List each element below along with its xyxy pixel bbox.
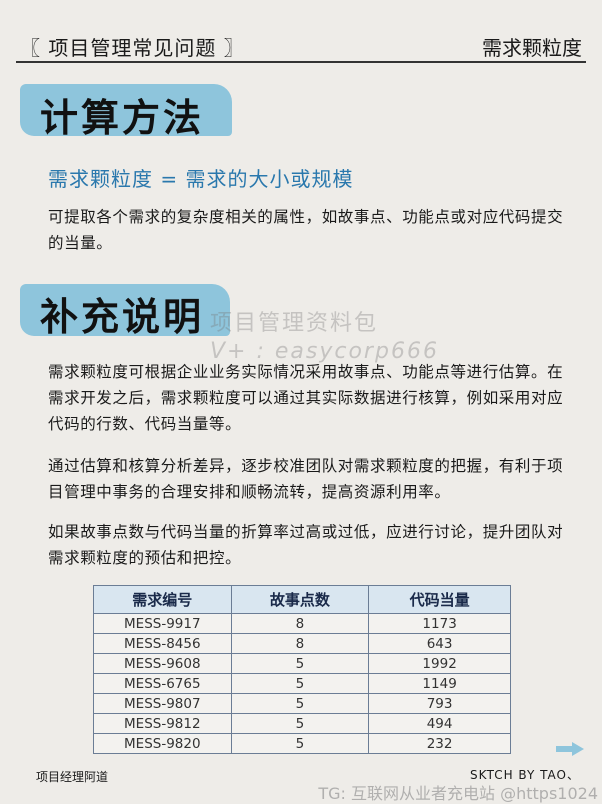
table-cell: 5 [230,733,370,754]
watermark-line: 项目管理资料包 [210,311,379,336]
table-cell: MESS-9812 [93,713,232,734]
column-header: 代码当量 [368,585,511,614]
table-cell: 8 [230,613,370,634]
table-cell: 5 [230,693,370,714]
granularity-table: 需求编号 故事点数 代码当量 MESS-9917 8 1173 MESS-8456 8 6… [93,585,511,754]
table-cell: MESS-9807 [93,693,232,714]
tg-watermark: TG: 互联网从业者充电站 @https1024 [318,784,598,803]
table-cell: 1173 [368,613,511,634]
paragraph: 通过估算和核算分析差异，逐步校准团队对需求颗粒度的把握，有利于项目管理中事务的合… [48,457,564,501]
watermark-line: V+ : easycorp666 [210,339,439,364]
table-cell: 1992 [368,653,511,674]
table-cell: 232 [368,733,511,754]
table-cell: 793 [368,693,511,714]
table-cell: 5 [230,713,370,734]
table-row: MESS-9608 5 1992 [93,653,511,674]
table-cell: MESS-9820 [93,733,232,754]
title-highlight [20,84,232,136]
column-header: 故事点数 [230,585,370,614]
table-cell: MESS-9608 [93,653,232,674]
author: 项目经理阿道 [36,770,109,784]
paragraph: 需求颗粒度可根据企业业务实际情况采用故事点、功能点等进行估算。在需求开发之后，需… [48,363,564,433]
table-cell: MESS-9917 [93,613,232,634]
table-row: MESS-6765 5 1149 [93,673,511,694]
paragraph: 如果故事点数与代码当量的折算率过高或过低，应进行讨论，提升团队对需求颗粒度的预估… [48,523,564,567]
table-cell: 8 [230,633,370,654]
table-row: MESS-9812 5 494 [93,713,511,734]
watermark: 项目管理资料包 V+ : easycorp666 [210,310,439,366]
series-title: 〖 项目管理常见问题 〗 [20,36,245,60]
section-title-calc: 计算方法 [40,96,205,140]
paragraph: 可提取各个需求的复杂度相关的属性，如故事点、功能点或对应代码提交的当量。 [48,208,564,252]
column-header: 需求编号 [93,585,232,614]
arrow-right-icon[interactable] [556,742,584,756]
table-row: MESS-9807 5 793 [93,693,511,714]
topic-title: 需求颗粒度 [482,36,582,60]
header-divider [16,61,586,63]
table-cell: 643 [368,633,511,654]
table-row: MESS-8456 8 643 [93,633,511,654]
table-row: MESS-9820 5 232 [93,733,511,754]
table-cell: 5 [230,673,370,694]
table-cell: 5 [230,653,370,674]
table-cell: MESS-8456 [93,633,232,654]
table-cell: MESS-6765 [93,673,232,694]
table-row: MESS-9917 8 1173 [93,613,511,634]
table-cell: 494 [368,713,511,734]
table-cell: 1149 [368,673,511,694]
credit: SKTCH BY TAO、 [470,768,580,782]
title-highlight [20,284,230,336]
formula: 需求颗粒度 = 需求的大小或规模 [48,167,354,191]
section-title-notes: 补充说明 [40,295,205,339]
